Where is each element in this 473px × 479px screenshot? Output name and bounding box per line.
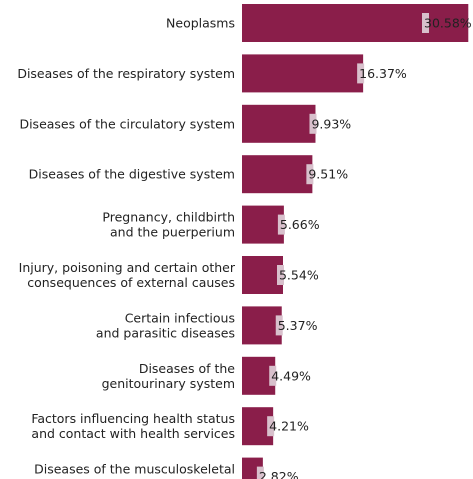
value-label: 30.58% [424, 16, 472, 31]
value-label: 5.37% [278, 318, 318, 333]
category-label: Neoplasms [166, 16, 235, 31]
bar [242, 256, 283, 294]
value-label: 5.66% [280, 217, 320, 232]
category-label: Pregnancy, childbirth [102, 210, 235, 225]
category-label: Diseases of the digestive system [29, 167, 235, 182]
value-label: 16.37% [359, 66, 407, 81]
value-label-marker [267, 416, 275, 437]
value-label: 9.51% [308, 167, 348, 182]
value-labels-group: 30.58% 16.37% 9.93% 9.51% 5.66% 5.54% 5.37% 4.4… [256, 13, 472, 479]
value-label-marker [309, 113, 317, 134]
category-label: Certain infectious [125, 310, 235, 325]
category-label: Diseases of the respiratory system [17, 66, 235, 81]
bar [242, 4, 469, 42]
category-labels-group: Neoplasms Diseases of the respiratory sys… [17, 16, 236, 479]
value-label-marker [269, 365, 277, 386]
value-label: 4.49% [271, 368, 311, 383]
value-label: 5.54% [279, 268, 319, 283]
category-label: Injury, poisoning and certain other [19, 260, 236, 275]
bar [242, 54, 364, 93]
value-label-marker [275, 315, 283, 336]
category-label: Diseases of the [139, 361, 235, 376]
value-label: 2.82% [259, 469, 299, 479]
category-label: system and connective tissue [49, 477, 235, 479]
bar [242, 104, 316, 143]
category-label: genitourinary system [102, 376, 235, 391]
bars-group [242, 4, 469, 479]
value-label-marker [276, 265, 284, 285]
category-label: and contact with health services [31, 426, 235, 441]
value-label: 9.93% [311, 116, 351, 131]
bar [242, 155, 313, 194]
category-label: Factors influencing health status [31, 411, 235, 426]
bar [242, 205, 284, 244]
value-label-marker [422, 13, 429, 33]
value-label-marker [357, 63, 365, 84]
category-label: Diseases of the circulatory system [19, 116, 235, 131]
value-label-marker [277, 214, 285, 235]
category-label: and parasitic diseases [96, 325, 235, 340]
category-label: consequences of external causes [27, 275, 235, 290]
value-label-marker [256, 466, 264, 479]
category-label: and the puerperium [110, 225, 235, 240]
category-label: Diseases of the musculoskeletal [34, 462, 235, 477]
bar [242, 306, 282, 345]
value-label: 4.21% [269, 419, 309, 434]
value-label-marker [306, 164, 314, 185]
